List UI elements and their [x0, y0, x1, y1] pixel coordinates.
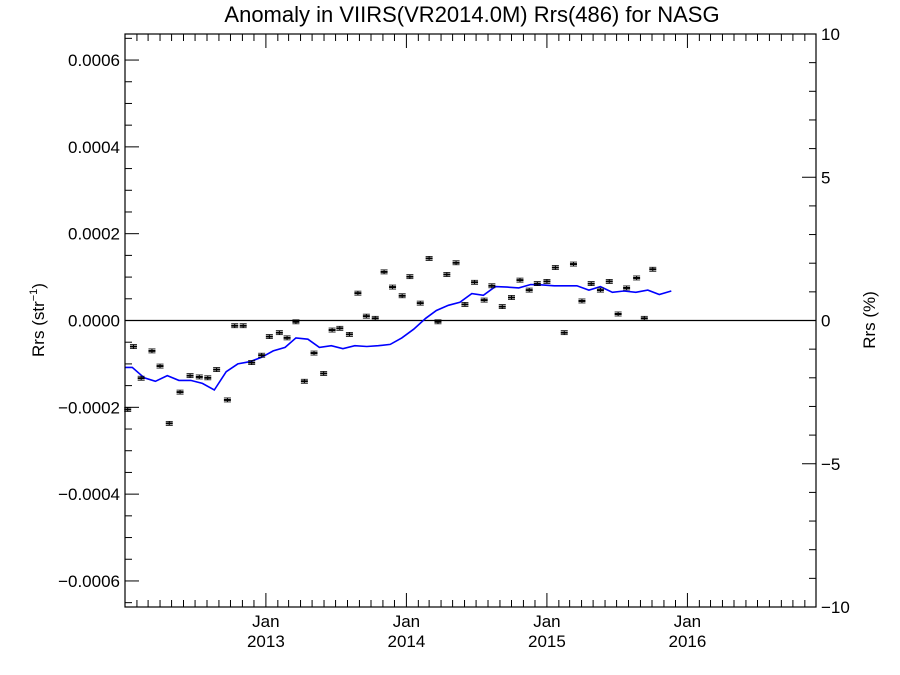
data-point: [300, 378, 308, 384]
x-tick-year-label: 2015: [528, 632, 566, 651]
left-tick-label: 0.0004: [68, 138, 120, 157]
series-line-group: [125, 283, 672, 392]
data-point: [471, 279, 479, 285]
data-point: [516, 277, 524, 283]
y-axis-label-left: Rrs (str−1): [28, 283, 48, 357]
data-point: [231, 323, 239, 329]
data-point: [275, 330, 283, 336]
data-point: [623, 285, 631, 291]
data-point: [533, 281, 541, 287]
data-point: [345, 331, 353, 337]
data-point: [148, 348, 156, 354]
data-point: [434, 319, 442, 325]
data-point: [371, 315, 379, 321]
left-tick-label: 0.0006: [68, 51, 120, 70]
data-point: [578, 298, 586, 304]
data-point: [605, 279, 613, 284]
data-point: [488, 283, 496, 289]
data-point: [649, 266, 657, 272]
data-point: [310, 350, 318, 356]
data-point: [129, 344, 137, 349]
data-point: [380, 269, 388, 275]
data-point: [498, 304, 506, 310]
left-tick-label: −0.0002: [58, 398, 120, 417]
data-point: [614, 311, 622, 317]
data-point: [258, 352, 266, 358]
x-tick-year-label: 2016: [669, 632, 707, 651]
data-point: [461, 302, 469, 307]
x-tick-month-label: Jan: [674, 612, 701, 631]
data-point: [362, 313, 370, 319]
left-tick-label: 0.0000: [68, 312, 120, 331]
x-tick-year-label: 2014: [387, 632, 425, 651]
y-axis-label-right: Rrs (%): [860, 291, 879, 349]
data-point: [213, 367, 221, 372]
data-point: [398, 293, 406, 299]
data-point: [156, 363, 164, 369]
chart-title: Anomaly in VIIRS(VR2014.0M) Rrs(486) for…: [224, 2, 719, 27]
data-point: [596, 287, 604, 293]
data-point: [525, 287, 533, 293]
data-point: [195, 374, 203, 380]
data-point: [551, 265, 559, 270]
data-point: [239, 323, 247, 329]
data-point: [292, 319, 300, 325]
data-point: [336, 325, 344, 331]
series-points-group: [124, 256, 657, 426]
x-tick-month-label: Jan: [393, 612, 420, 631]
data-point: [406, 274, 414, 280]
data-point: [443, 272, 451, 277]
data-point: [223, 397, 231, 403]
right-tick-label: −5: [821, 455, 840, 474]
data-point: [137, 375, 145, 381]
left-axis: 0.0006 0.0004 0.0002 0.0000 −0.0002 −0.0004 −0…: [58, 37, 139, 604]
data-point: [283, 335, 291, 341]
data-point: [543, 279, 551, 284]
x-tick-year-label: 2013: [247, 632, 285, 651]
data-point: [165, 420, 173, 426]
right-tick-label: 0: [821, 312, 830, 331]
data-point: [640, 315, 648, 321]
x-tick-month-label: Jan: [533, 612, 560, 631]
data-point: [569, 261, 577, 267]
data-point: [248, 360, 256, 366]
left-tick-label: −0.0006: [58, 572, 120, 591]
left-tick-label: −0.0004: [58, 485, 120, 504]
data-point: [328, 327, 336, 333]
data-point: [452, 260, 460, 266]
data-point: [354, 290, 362, 296]
right-tick-label: 10: [821, 25, 840, 44]
data-point: [186, 373, 194, 379]
data-point: [425, 256, 433, 261]
right-tick-label: 5: [821, 168, 830, 187]
data-point: [320, 371, 328, 376]
data-point: [176, 389, 184, 395]
data-point: [507, 295, 515, 300]
data-point: [265, 334, 273, 339]
data-point: [480, 297, 488, 303]
x-tick-month-label: Jan: [252, 612, 279, 631]
data-point: [204, 375, 212, 381]
data-point: [633, 275, 641, 281]
left-tick-label: 0.0002: [68, 225, 120, 244]
series-line-path: [125, 283, 672, 392]
data-point: [587, 281, 595, 287]
right-tick-label: −10: [821, 598, 850, 617]
data-point: [389, 284, 397, 290]
data-point: [560, 330, 568, 336]
right-axis: 10 5 0 −5 −10: [802, 25, 850, 617]
data-point: [416, 300, 424, 306]
